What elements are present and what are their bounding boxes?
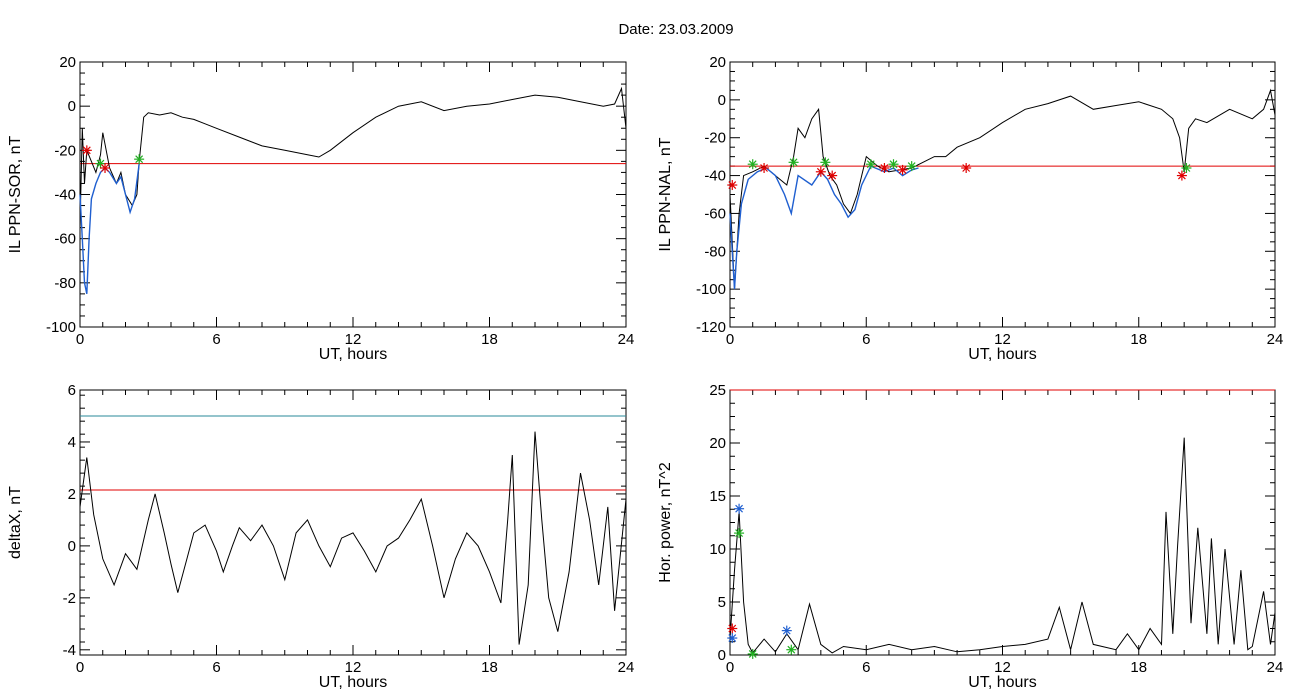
panel-3-y-tick-label: 6 xyxy=(68,382,76,399)
panel-2-asterisk-marker xyxy=(879,163,890,173)
panel-3-y-tick-label: 0 xyxy=(68,538,76,555)
panel-3-y-axis-label: deltaX, nT xyxy=(7,486,24,559)
panel-1-y-tick-label: -100 xyxy=(46,319,76,336)
panel-2-y-tick-label: 20 xyxy=(709,54,726,71)
panel-2-asterisk-marker xyxy=(1181,163,1192,173)
panel-4-x-tick-label: 6 xyxy=(862,659,870,676)
panel-2-y-tick-label: -120 xyxy=(696,319,726,336)
panel-2-x-tick-label: 0 xyxy=(726,331,734,348)
panel-2-asterisk-marker xyxy=(815,166,826,177)
panel-2-asterisk-marker xyxy=(1176,170,1187,181)
panel-1-asterisk-marker xyxy=(100,163,111,173)
panel-4-series-line-1 xyxy=(729,437,1276,654)
panel-4-y-tick-label: 5 xyxy=(718,594,726,611)
panel-4-asterisk-marker xyxy=(734,503,745,514)
panel-2-x-tick-label: 6 xyxy=(862,331,870,348)
panel-1-series-line-1 xyxy=(79,86,627,228)
panel-2-asterisk-marker xyxy=(961,163,972,173)
panel-4-x-tick-label: 12 xyxy=(994,659,1011,676)
panel-2-asterisk-marker xyxy=(897,164,908,175)
panel-1-x-tick-label: 12 xyxy=(345,331,362,348)
figure-title: Date: 23.03.2009 xyxy=(618,21,733,38)
panel-3-y-tick-label: 2 xyxy=(68,486,76,503)
panel-1-y-tick-label: -60 xyxy=(54,231,76,248)
panel-4-y-tick-label: 20 xyxy=(709,435,726,452)
panel-2-y-tick-label: -100 xyxy=(696,281,726,298)
panel-3-series-line-1 xyxy=(79,431,627,645)
panel-1-x-tick-label: 6 xyxy=(212,331,220,348)
panel-3-x-tick-label: 6 xyxy=(212,659,220,676)
panel-4-asterisk-marker xyxy=(727,633,738,644)
panel-2-asterisk-marker xyxy=(827,170,838,181)
panel-1-y-tick-label: 20 xyxy=(59,54,76,71)
panel-2-asterisk-marker xyxy=(788,157,799,168)
panel-1-frame xyxy=(79,61,627,328)
panel-2-x-tick-label: 24 xyxy=(1267,331,1284,348)
panel-2-frame xyxy=(729,61,1276,328)
panel-4-x-axis-label: UT, hours xyxy=(968,674,1036,691)
panel-4-asterisk-marker xyxy=(747,648,758,659)
panel-2-x-axis-label: UT, hours xyxy=(968,346,1036,363)
panel-2-y-tick-label: -80 xyxy=(704,243,726,260)
panel-4-asterisk-marker xyxy=(786,644,797,655)
panel-4-x-tick-label: 18 xyxy=(1130,659,1147,676)
panel-2-y-tick-label: -20 xyxy=(704,130,726,147)
panel-1-y-tick-label: -40 xyxy=(54,187,76,204)
panel-4-frame xyxy=(729,389,1276,656)
panel-3-y-tick-label: -2 xyxy=(63,590,76,607)
panel-2-y-axis-label: IL PPN-NAL, nT xyxy=(657,137,674,251)
panel-2-asterisk-marker xyxy=(888,159,899,170)
panel-2-x-tick-label: 12 xyxy=(994,331,1011,348)
panel-3-x-tick-label: 0 xyxy=(76,659,84,676)
panel-4-asterisk-marker xyxy=(781,625,792,636)
panel-4-y-tick-label: 10 xyxy=(709,541,726,558)
panel-1-x-tick-label: 18 xyxy=(481,331,498,348)
panel-3-x-tick-label: 18 xyxy=(481,659,498,676)
panel-2-asterisk-marker xyxy=(727,180,738,191)
panel-2-asterisk-marker xyxy=(820,157,831,168)
panel-4-y-tick-label: 0 xyxy=(718,647,726,664)
panel-1-series-line-2 xyxy=(79,163,140,295)
panel-4-y-tick-label: 25 xyxy=(709,382,726,399)
panel-1-asterisk-marker xyxy=(134,154,145,165)
panel-1-y-tick-label: -80 xyxy=(54,275,76,292)
panel-2-y-tick-label: -40 xyxy=(704,168,726,185)
panel-1-y-tick-label: 0 xyxy=(68,98,76,115)
panel-3-y-tick-label: -4 xyxy=(63,642,76,659)
panel-3-x-axis-label: UT, hours xyxy=(319,674,387,691)
panel-2-series-line-1 xyxy=(729,88,1276,290)
panel-2-y-tick-label: 0 xyxy=(718,92,726,109)
panel-1-x-tick-label: 0 xyxy=(76,331,84,348)
panel-4-x-tick-label: 24 xyxy=(1267,659,1284,676)
panel-1-y-tick-label: -20 xyxy=(54,142,76,159)
panel-4-y-tick-label: 15 xyxy=(709,488,726,505)
panel-2-asterisk-marker xyxy=(747,159,758,170)
panel-1-y-axis-label: IL PPN-SOR, nT xyxy=(7,135,24,253)
panel-2-asterisk-marker xyxy=(906,161,917,172)
panel-2-x-tick-label: 18 xyxy=(1130,331,1147,348)
panel-4-asterisk-marker xyxy=(734,528,745,539)
panel-4-y-axis-label: Hor. power, nT^2 xyxy=(657,462,674,583)
panel-3-x-tick-label: 24 xyxy=(618,659,635,676)
panel-2-y-tick-label: -60 xyxy=(704,205,726,222)
panel-1-x-axis-label: UT, hours xyxy=(319,346,387,363)
panel-1-asterisk-marker xyxy=(81,145,92,156)
panel-3-x-tick-label: 12 xyxy=(345,659,362,676)
panel-4-x-tick-label: 0 xyxy=(726,659,734,676)
panel-1-x-tick-label: 24 xyxy=(618,331,635,348)
panel-2-asterisk-marker xyxy=(759,163,770,173)
panel-2-series-line-2 xyxy=(729,165,919,290)
panel-2-asterisk-marker xyxy=(865,159,876,170)
panel-4-asterisk-marker xyxy=(727,623,738,634)
panel-3-y-tick-label: 4 xyxy=(68,434,76,451)
